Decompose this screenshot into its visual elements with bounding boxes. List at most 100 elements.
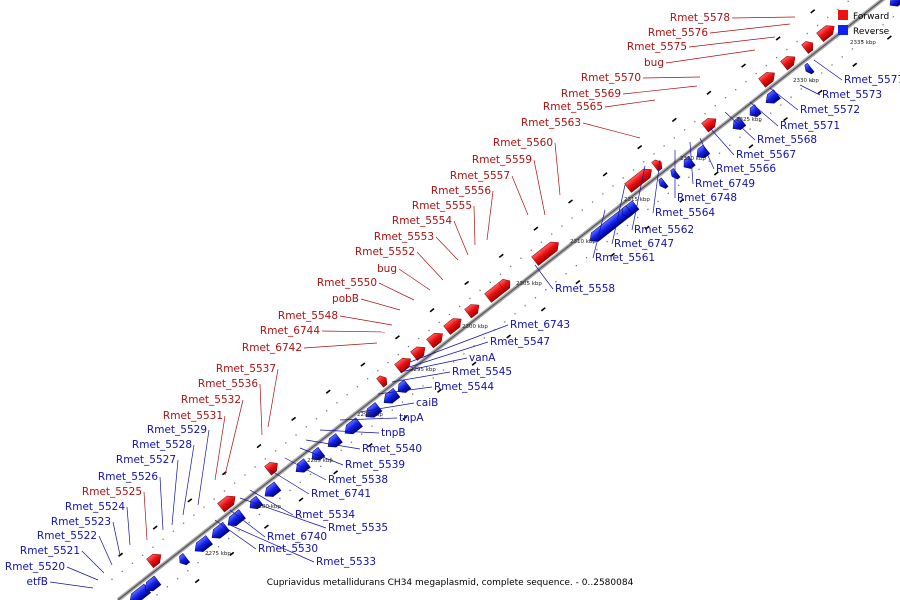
minor-dot: [790, 96, 792, 98]
gene-label: tnpA: [399, 412, 424, 424]
forward-gene: [217, 495, 236, 513]
minor-dot: [571, 217, 573, 219]
leader-line: [398, 268, 431, 291]
leader-line: [171, 459, 179, 526]
kbp-tick-label: 2320 kbp: [680, 156, 706, 162]
minor-dot: [479, 289, 481, 292]
leader-line: [269, 469, 310, 495]
leader-line: [511, 175, 529, 216]
minor-dot: [872, 32, 874, 34]
minor-dot: [657, 200, 659, 203]
minor-dot: [663, 145, 665, 147]
tick-mark: [637, 144, 643, 150]
minor-dot: [581, 209, 583, 211]
minor-dot: [735, 89, 737, 91]
minor-dot: [520, 257, 522, 259]
minor-dot: [401, 401, 404, 403]
gene-label: Rmet_5560: [493, 137, 553, 149]
gene-label: Rmet_5550: [317, 277, 377, 289]
gene-arrows: [129, 0, 900, 600]
leader-line: [267, 368, 279, 428]
tick-mark: [817, 89, 823, 95]
reverse-gene: [397, 379, 412, 393]
gene-label: Rmet_5539: [345, 459, 405, 471]
tick-mark: [498, 253, 504, 259]
gene-label: bug: [644, 57, 664, 69]
minor-dot: [279, 497, 281, 500]
reverse-gene: [311, 447, 326, 461]
minor-dot: [841, 56, 843, 58]
tick-mark: [402, 415, 408, 421]
gene-label: Rmet_5520: [5, 561, 65, 573]
minor-dot: [765, 64, 768, 67]
gene-label: tnpB: [381, 427, 406, 439]
leader-line: [214, 519, 257, 550]
leader-line: [339, 315, 393, 326]
kbp-tick-label: 2305 kbp: [516, 281, 542, 287]
gene-label: Rmet_5575: [627, 41, 687, 53]
minor-dot: [131, 562, 134, 564]
minor-dot: [213, 498, 215, 500]
gene-label: Rmet_5525: [82, 486, 142, 498]
minor-dot: [827, 16, 829, 19]
gene-label: Rmet_5576: [648, 27, 708, 39]
minor-dot: [381, 417, 383, 419]
minor-dot: [688, 176, 690, 178]
minor-dot: [800, 88, 802, 90]
minor-dot: [499, 273, 502, 275]
minor-dot: [187, 570, 189, 572]
gene-label: Rmet_5545: [452, 366, 512, 378]
minor-dot: [142, 554, 144, 556]
minor-dot: [755, 72, 757, 75]
minor-dot: [786, 48, 788, 51]
tick-mark: [152, 525, 158, 530]
minor-dot: [176, 578, 179, 580]
minor-dot: [336, 402, 338, 404]
gene-label: Rmet_5571: [780, 120, 840, 132]
gene-label: Rmet_5562: [634, 224, 694, 236]
legend: Forward Reverse: [838, 10, 890, 37]
tick-mark: [360, 362, 366, 367]
tick-mark: [256, 443, 262, 449]
gene-label: Rmet_5530: [258, 543, 318, 555]
leader-line: [453, 220, 469, 256]
gene-label: Rmet_5538: [328, 474, 388, 486]
tick-mark: [568, 199, 573, 204]
minor-dot: [448, 313, 451, 316]
tick-mark: [429, 308, 435, 313]
gene-label: Rmet_6748: [677, 192, 737, 204]
leader-line: [319, 429, 380, 434]
minor-dot: [821, 72, 823, 74]
minor-dot: [591, 201, 594, 203]
leader-line: [409, 324, 509, 363]
minor-dot: [377, 369, 379, 372]
minor-dot: [387, 361, 389, 364]
tick-mark: [194, 578, 200, 584]
reverse-gene: [683, 156, 696, 169]
forward-gene: [426, 332, 443, 349]
kbp-tick-label: 2330 kbp: [793, 78, 819, 84]
minor-dot: [882, 24, 884, 26]
minor-dot: [268, 505, 271, 508]
minor-dot: [371, 425, 373, 427]
leader-line: [799, 84, 821, 96]
reverse-gene: [194, 535, 213, 552]
tick-mark: [367, 443, 373, 448]
legend-swatch: [838, 25, 848, 35]
forward-gene: [376, 375, 388, 388]
gene-label: Rmet_5566: [716, 163, 776, 175]
minor-dot: [228, 537, 230, 540]
kbp-tick-label: 2335 kbp: [850, 40, 876, 46]
minor-dot: [418, 337, 420, 340]
minor-dot: [739, 136, 741, 138]
kbp-tick-label: 2315 kbp: [624, 197, 650, 203]
gene-label: Rmet_5536: [198, 378, 258, 390]
minor-dot: [643, 161, 645, 163]
minor-dot: [320, 465, 322, 467]
minor-dot: [816, 24, 819, 27]
kbp-tick-label: 2290 kbp: [357, 412, 383, 418]
tick-mark: [325, 389, 331, 394]
forward-gene: [701, 118, 717, 133]
minor-dot: [453, 361, 455, 363]
kbp-tick-label: 2275 kbp: [205, 551, 231, 557]
